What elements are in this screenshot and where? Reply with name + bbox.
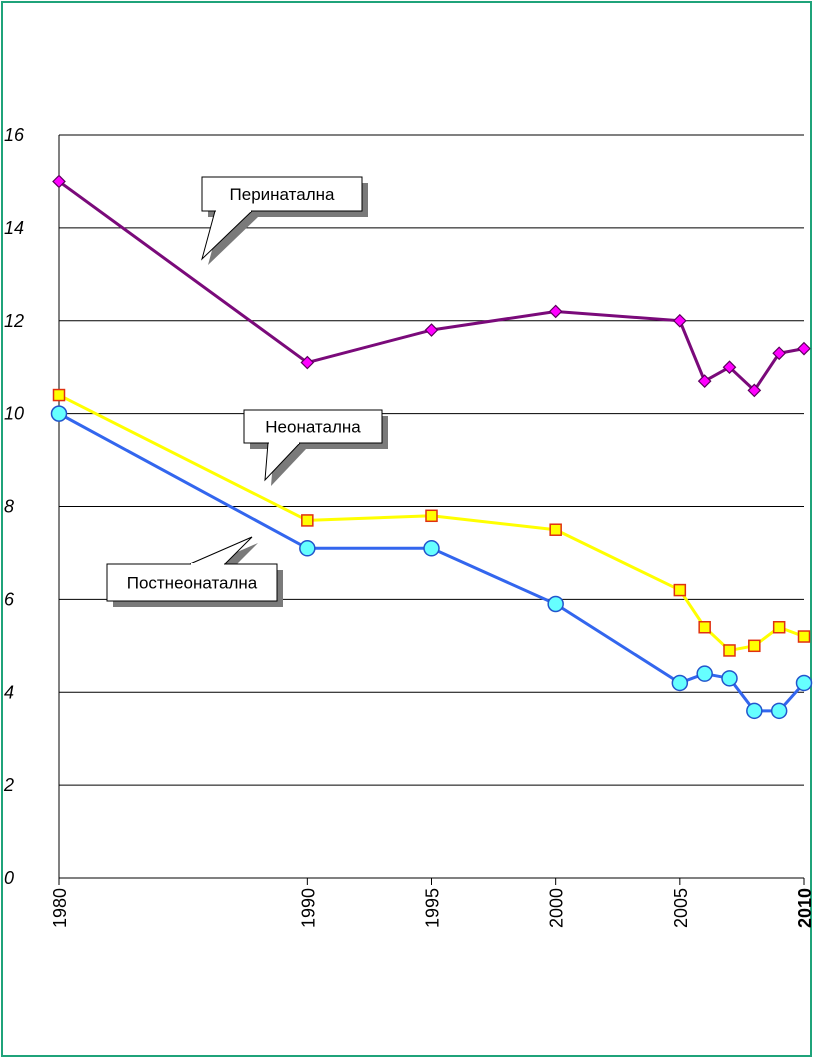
data-point-circle — [696, 665, 713, 682]
data-point-diamond — [697, 374, 712, 388]
data-point-diamond — [797, 341, 811, 356]
callout-box — [201, 176, 363, 212]
y-tick-label: 2 — [3, 775, 14, 795]
callout-tail — [264, 442, 302, 482]
series-line-2 — [58, 412, 806, 713]
x-tick-label: 2005 — [671, 888, 691, 928]
data-point-diamond — [548, 304, 563, 319]
x-tick-label: 2000 — [547, 888, 567, 928]
data-point-diamond — [672, 313, 687, 328]
callout-2: Постнеонатална — [106, 536, 283, 607]
callout-tail — [201, 210, 254, 261]
data-point-circle — [721, 670, 738, 687]
axes — [58, 135, 805, 885]
data-point-square — [52, 388, 66, 402]
gridlines — [59, 134, 804, 786]
y-tick-label: 12 — [4, 311, 24, 331]
data-point-diamond — [424, 323, 439, 337]
y-tick-label: 6 — [4, 589, 15, 609]
data-point-circle — [746, 702, 763, 720]
data-point-square — [698, 620, 711, 634]
data-point-circle — [795, 674, 813, 692]
data-point-square — [673, 583, 687, 597]
x-tick-labels: 1980 1990 1995 2000 2005 2010 — [50, 888, 815, 928]
callout-label: Неонатална — [265, 418, 361, 437]
x-tick-label: 1990 — [298, 888, 318, 928]
y-tick-labels: 0 2 4 6 8 10 12 14 16 — [3, 125, 25, 888]
x-tick-label: 1995 — [423, 888, 443, 928]
callouts: Перинатална Неонатална Постнеонатална — [106, 176, 388, 607]
series-markers — [50, 174, 813, 720]
data-point-diamond — [300, 355, 315, 370]
callout-label: Перинатална — [230, 185, 335, 204]
callout-0: Перинатална — [201, 176, 368, 265]
data-point-circle — [299, 540, 316, 557]
x-tick-label: 2010 — [795, 888, 815, 928]
y-tick-label: 0 — [4, 868, 14, 888]
data-point-square — [425, 509, 438, 523]
data-point-diamond — [52, 174, 66, 189]
y-tick-label: 14 — [4, 218, 24, 238]
series-line-0 — [58, 180, 805, 392]
x-tick-label: 1980 — [50, 888, 70, 928]
data-point-square — [723, 644, 736, 657]
data-point-square — [301, 514, 314, 527]
data-point-square — [772, 620, 786, 634]
data-point-diamond — [747, 383, 762, 398]
data-point-circle — [50, 405, 68, 422]
callout-label: Постнеонатална — [127, 574, 258, 593]
data-point-diamond — [722, 360, 737, 375]
callout-box — [106, 563, 278, 602]
data-point-diamond — [772, 346, 787, 361]
data-point-square — [797, 630, 811, 643]
callout-box — [243, 409, 383, 444]
callout-1: Неонатална — [243, 409, 388, 486]
series-line-1 — [58, 393, 805, 652]
y-tick-label: 8 — [4, 497, 14, 517]
y-tick-label: 10 — [4, 404, 24, 424]
data-point-square — [748, 639, 761, 653]
y-tick-label: 16 — [4, 125, 25, 145]
data-point-circle — [671, 674, 689, 692]
data-point-circle — [770, 702, 788, 720]
y-tick-label: 4 — [4, 682, 14, 702]
data-point-circle — [547, 595, 564, 613]
data-point-square — [549, 523, 562, 536]
series-lines — [58, 180, 806, 713]
data-point-circle — [423, 540, 440, 557]
